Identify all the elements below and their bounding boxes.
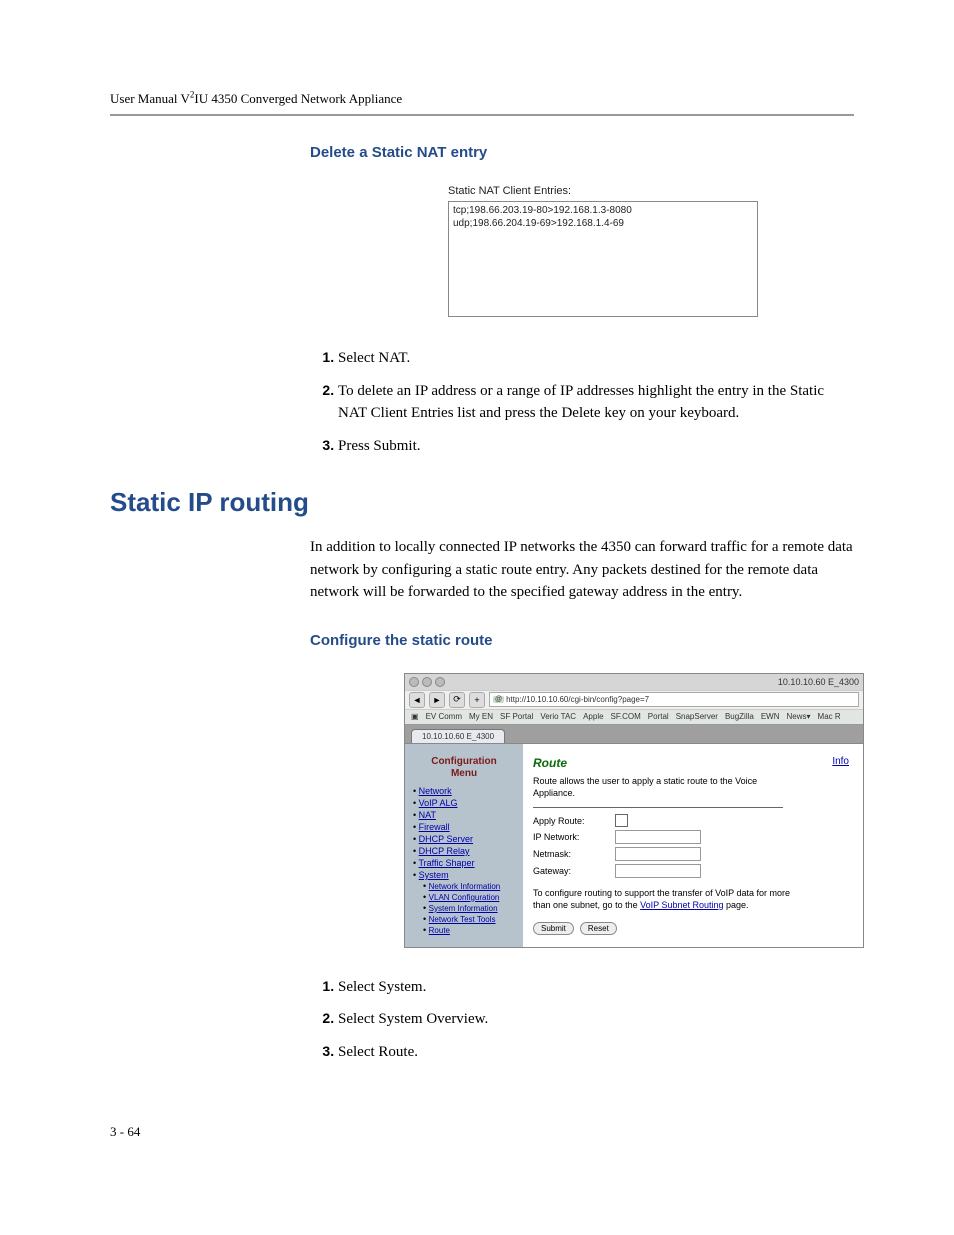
sidebar-item-firewall[interactable]: Firewall <box>419 822 450 832</box>
steps-configure-route: Select System. Select System Overview. S… <box>310 976 854 1064</box>
bookmark[interactable]: SF Portal <box>500 712 533 721</box>
sidebar-title-line2: Menu <box>451 768 477 779</box>
window-controls <box>409 677 445 687</box>
sidebar-item-voip-alg[interactable]: VoIP ALG <box>419 798 458 808</box>
sidebar-item-network[interactable]: Network <box>419 786 452 796</box>
list-item: Press Submit. <box>338 435 854 458</box>
config-sidebar: Configuration Menu Network VoIP ALG NAT … <box>405 744 523 947</box>
url-scheme-icon: @ <box>493 696 504 703</box>
sidebar-item-traffic-shaper[interactable]: Traffic Shaper <box>419 858 475 868</box>
heading-configure-static-route: Configure the static route <box>310 632 854 649</box>
submit-button[interactable]: Submit <box>533 922 574 935</box>
sidebar-title: Configuration Menu <box>413 756 515 780</box>
form-row-apply-route: Apply Route: <box>533 814 853 827</box>
forward-button[interactable]: ► <box>429 692 445 708</box>
heading-delete-nat: Delete a Static NAT entry <box>310 144 854 161</box>
window-title: 10.10.10.60 E_4300 <box>778 677 859 687</box>
sidebar-sub-vlan[interactable]: VLAN Configuration <box>429 893 500 902</box>
running-header: User Manual V2IU 4350 Converged Network … <box>110 91 402 106</box>
input-netmask[interactable] <box>615 847 701 861</box>
reload-button[interactable]: ⟳ <box>449 692 465 708</box>
voip-subnet-routing-link[interactable]: VoIP Subnet Routing <box>640 900 723 910</box>
browser-tab[interactable]: 10.10.10.60 E_4300 <box>411 729 505 743</box>
input-gateway[interactable] <box>615 864 701 878</box>
bookmark[interactable]: SF.COM <box>611 712 641 721</box>
input-ip-network[interactable] <box>615 830 701 844</box>
reset-button[interactable]: Reset <box>580 922 617 935</box>
note-post: page. <box>724 900 749 910</box>
close-icon[interactable] <box>409 677 419 687</box>
bookmark[interactable]: BugZilla <box>725 712 754 721</box>
bookmark[interactable]: News▾ <box>787 712 811 721</box>
label-apply-route: Apply Route: <box>533 816 607 826</box>
sidebar-menu: Network VoIP ALG NAT Firewall DHCP Serve… <box>413 786 515 935</box>
nat-entries-block: Static NAT Client Entries: tcp;198.66.20… <box>448 185 854 317</box>
header-pre: User Manual V <box>110 91 190 106</box>
sidebar-item-dhcp-relay[interactable]: DHCP Relay <box>419 846 470 856</box>
info-link[interactable]: Info <box>832 756 849 767</box>
route-screenshot: 10.10.10.60 E_4300 ◄ ► ⟳ + @ http://10.1… <box>404 673 864 948</box>
bookmark[interactable]: My EN <box>469 712 493 721</box>
page: User Manual V2IU 4350 Converged Network … <box>0 0 954 1200</box>
bookmark[interactable]: Portal <box>648 712 669 721</box>
checkbox-apply-route[interactable] <box>615 814 628 827</box>
bookmark[interactable]: EV Comm <box>426 712 462 721</box>
sidebar-title-line1: Configuration <box>431 756 497 767</box>
browser-toolbar: ◄ ► ⟳ + @ http://10.10.10.60/cgi-bin/con… <box>405 690 863 709</box>
minimize-icon[interactable] <box>422 677 432 687</box>
sidebar-sub-net-test[interactable]: Network Test Tools <box>429 915 496 924</box>
header-rule: User Manual V2IU 4350 Converged Network … <box>110 90 854 116</box>
list-item: Select System. <box>338 976 854 999</box>
tab-strip: 10.10.10.60 E_4300 <box>405 724 863 743</box>
divider <box>533 807 783 808</box>
label-netmask: Netmask: <box>533 849 607 859</box>
sidebar-sub-system-info[interactable]: System Information <box>429 904 498 913</box>
heading-static-ip-routing: Static IP routing <box>110 487 854 518</box>
zoom-icon[interactable] <box>435 677 445 687</box>
address-bar[interactable]: @ http://10.10.10.60/cgi-bin/config?page… <box>489 692 859 707</box>
nat-entry[interactable]: udp;198.66.204.19-69>192.168.1.4-69 <box>453 217 753 230</box>
bookmark[interactable]: Verio TAC <box>540 712 576 721</box>
form-row-netmask: Netmask: <box>533 847 853 861</box>
list-item: Select NAT. <box>338 347 854 370</box>
list-item: Select System Overview. <box>338 1008 854 1031</box>
header-post: IU 4350 Converged Network Appliance <box>194 91 402 106</box>
sidebar-item-nat[interactable]: NAT <box>419 810 436 820</box>
page-number: 3 - 64 <box>110 1124 854 1140</box>
form-row-ip-network: IP Network: <box>533 830 853 844</box>
back-button[interactable]: ◄ <box>409 692 425 708</box>
sidebar-submenu: • Network Information • VLAN Configurati… <box>413 881 515 935</box>
bookmark[interactable]: SnapServer <box>676 712 718 721</box>
bookmark[interactable]: Mac R <box>818 712 841 721</box>
route-heading: Route <box>533 756 853 770</box>
url-text: http://10.10.10.60/cgi-bin/config?page=7 <box>506 695 649 704</box>
nat-entries-label: Static NAT Client Entries: <box>448 185 854 197</box>
route-note: To configure routing to support the tran… <box>533 888 793 911</box>
route-description: Route allows the user to apply a static … <box>533 776 773 799</box>
steps-delete-nat: Select NAT. To delete an IP address or a… <box>310 347 854 457</box>
label-gateway: Gateway: <box>533 866 607 876</box>
sidebar-sub-route[interactable]: Route <box>429 926 450 935</box>
sidebar-sub-network-info[interactable]: Network Information <box>429 882 501 891</box>
page-body: Configuration Menu Network VoIP ALG NAT … <box>405 743 863 947</box>
window-titlebar: 10.10.10.60 E_4300 <box>405 674 863 690</box>
bookmark[interactable]: EWN <box>761 712 780 721</box>
bookmark-folder-icon: ▣ <box>411 712 419 721</box>
label-ip-network: IP Network: <box>533 832 607 842</box>
nat-entries-listbox[interactable]: tcp;198.66.203.19-80>192.168.1.3-8080 ud… <box>448 201 758 317</box>
sidebar-item-dhcp-server[interactable]: DHCP Server <box>419 834 473 844</box>
bookmarks-bar: ▣ EV Comm My EN SF Portal Verio TAC Appl… <box>405 709 863 724</box>
list-item: Select Route. <box>338 1041 854 1064</box>
paragraph-static-ip: In addition to locally connected IP netw… <box>310 536 854 604</box>
sidebar-item-system[interactable]: System <box>419 870 449 880</box>
nat-entry[interactable]: tcp;198.66.203.19-80>192.168.1.3-8080 <box>453 204 753 217</box>
list-item: To delete an IP address or a range of IP… <box>338 380 854 425</box>
bookmark[interactable]: Apple <box>583 712 603 721</box>
add-button[interactable]: + <box>469 692 485 708</box>
form-row-gateway: Gateway: <box>533 864 853 878</box>
route-panel: Info Route Route allows the user to appl… <box>523 744 863 947</box>
button-row: Submit Reset <box>533 922 853 935</box>
